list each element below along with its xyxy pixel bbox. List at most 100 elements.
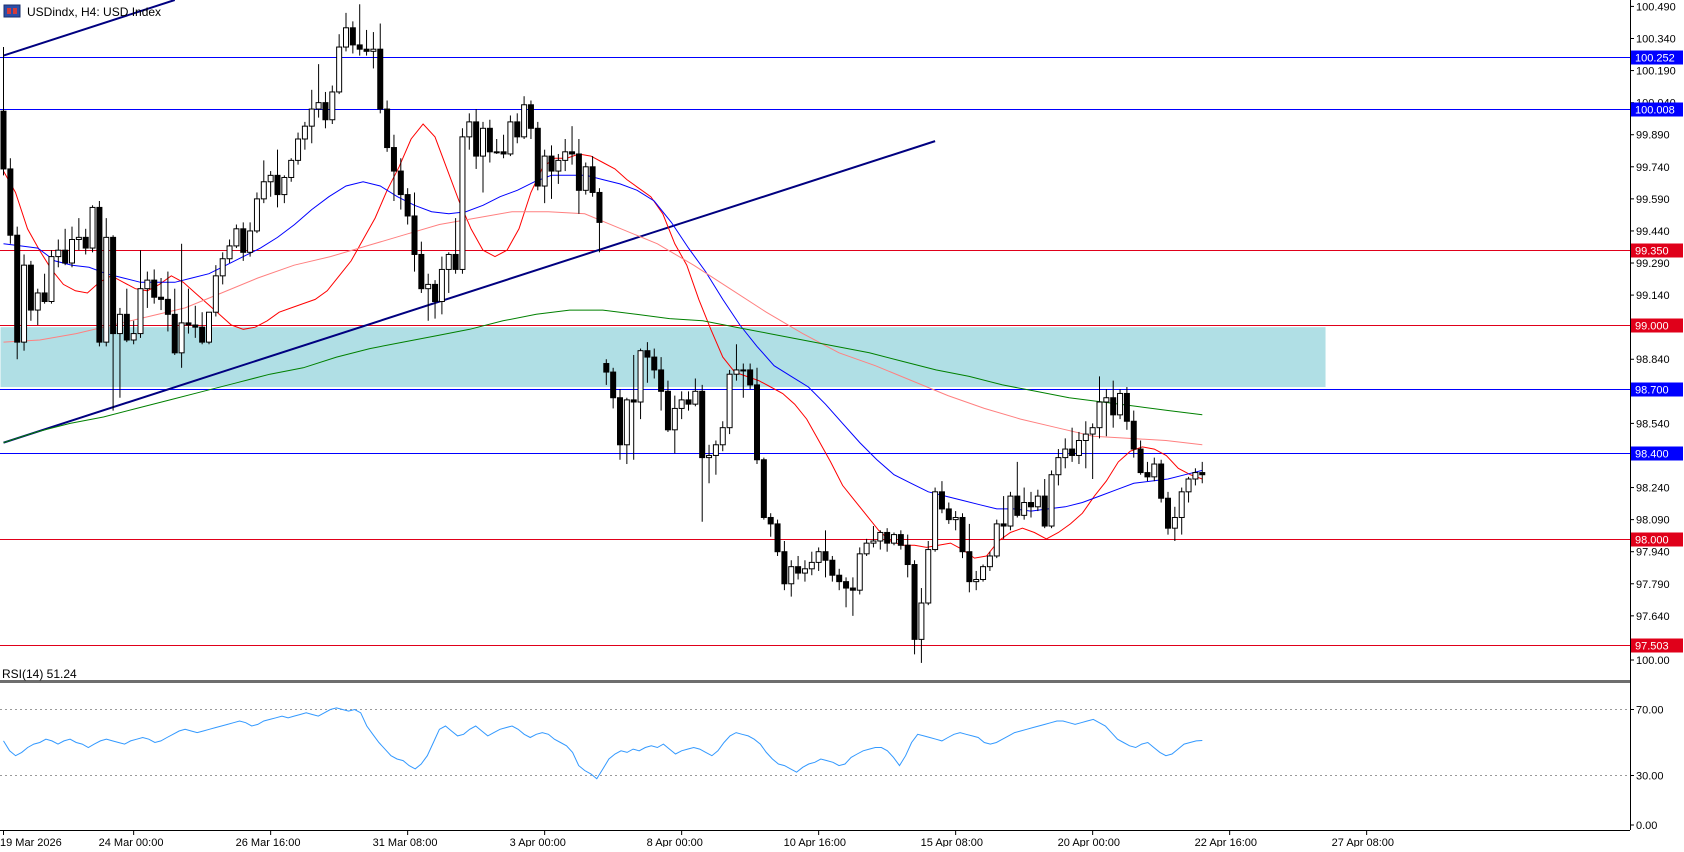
price-tick-label-1: 100.340	[1636, 33, 1676, 45]
candle-body	[863, 542, 870, 555]
candle-22	[151, 269, 158, 304]
candle-95	[651, 348, 658, 379]
candle-67	[459, 128, 466, 274]
candle-body	[411, 215, 418, 255]
candle-body	[247, 230, 254, 253]
candle-146	[1000, 496, 1007, 539]
candles-layer	[0, 4, 1206, 663]
time-tick-label-10: 27 Apr 08:00	[1332, 837, 1394, 847]
candle-body	[226, 245, 233, 260]
candle-94	[644, 342, 651, 383]
candle-2	[14, 226, 21, 360]
candle-body	[808, 561, 815, 570]
candle-body	[932, 491, 939, 551]
candle-108	[740, 363, 747, 398]
candle-body	[548, 155, 555, 172]
candle-body	[788, 566, 795, 585]
candle-body	[658, 369, 665, 392]
candle-153	[1048, 470, 1055, 529]
candle-91	[623, 397, 630, 465]
candle-body	[418, 253, 425, 290]
candle-body	[699, 390, 706, 459]
candle-163	[1117, 389, 1124, 420]
candle-body	[521, 104, 528, 138]
rsi-tick-label-3: 0.00	[1636, 820, 1657, 832]
price-tick-label-13: 98.090	[1636, 515, 1670, 527]
candle-body	[507, 121, 514, 155]
candle-body	[1103, 397, 1110, 403]
candle-131	[897, 530, 904, 550]
candle-body	[952, 516, 959, 521]
time-tick-label-4: 3 Apr 00:00	[510, 837, 566, 847]
candle-body	[1075, 440, 1082, 456]
candle-39	[267, 171, 274, 197]
candle-body	[75, 236, 82, 240]
candle-154	[1055, 449, 1062, 486]
candle-body	[103, 236, 110, 343]
candle-body	[534, 127, 541, 187]
candle-127	[870, 526, 877, 548]
candle-19	[130, 320, 137, 345]
candle-body	[1137, 448, 1144, 474]
candle-161	[1103, 389, 1110, 437]
price-tick-label-16: 97.640	[1636, 611, 1670, 623]
level-price-tag-1	[1631, 102, 1683, 117]
candle-124	[849, 577, 856, 616]
candle-120	[822, 530, 829, 578]
candle-body	[795, 566, 802, 574]
candle-60	[411, 192, 418, 272]
candle-body	[569, 151, 576, 155]
candle-body	[1144, 472, 1151, 478]
candle-body	[1089, 427, 1096, 435]
candle-144	[986, 551, 993, 571]
candle-90	[617, 389, 623, 460]
candle-3	[21, 254, 28, 351]
candle-80	[548, 145, 555, 199]
candle-50	[343, 12, 349, 52]
candle-26	[178, 243, 185, 368]
candle-body	[425, 283, 432, 290]
price-tick-label-15: 97.790	[1636, 579, 1670, 591]
candle-143	[980, 564, 987, 582]
time-tick-label-7: 15 Apr 08:00	[921, 837, 983, 847]
candle-body	[596, 191, 603, 223]
candle-body	[164, 298, 171, 315]
candle-86	[589, 156, 596, 197]
candle-49	[336, 34, 343, 95]
candle-body	[130, 333, 137, 341]
candle-54	[370, 32, 377, 69]
candle-body	[664, 390, 671, 431]
moving-average-3	[3, 309, 1203, 444]
candle-166	[1137, 440, 1144, 475]
candle-88	[603, 359, 610, 385]
candle-52	[356, 4, 363, 56]
candle-44	[301, 121, 308, 150]
rsi-panel	[0, 707, 1630, 780]
candle-68	[466, 113, 473, 150]
candle-116	[795, 555, 802, 580]
candle-101	[692, 378, 699, 407]
candle-body	[781, 551, 788, 585]
candle-body	[82, 236, 89, 249]
candle-body	[329, 91, 336, 121]
candle-body	[514, 121, 521, 138]
candle-body	[390, 147, 397, 172]
candle-body	[870, 540, 877, 544]
candle-6	[41, 273, 48, 304]
candle-body	[144, 279, 151, 290]
candle-27	[185, 288, 192, 334]
candle-103	[706, 444, 713, 484]
chart-header: USDindx, H4: USD Index	[3, 4, 161, 19]
candle-body	[69, 238, 75, 264]
candle-126	[863, 538, 870, 556]
candle-body	[541, 155, 548, 187]
price-tick-label-2: 100.190	[1636, 66, 1676, 78]
moving-averages-layer	[3, 123, 1203, 559]
level-price-tag-7	[1631, 638, 1683, 653]
candle-155	[1062, 438, 1069, 469]
price-tick-label-10: 98.840	[1636, 354, 1670, 366]
candle-body	[630, 399, 637, 403]
candle-body	[1199, 472, 1206, 476]
